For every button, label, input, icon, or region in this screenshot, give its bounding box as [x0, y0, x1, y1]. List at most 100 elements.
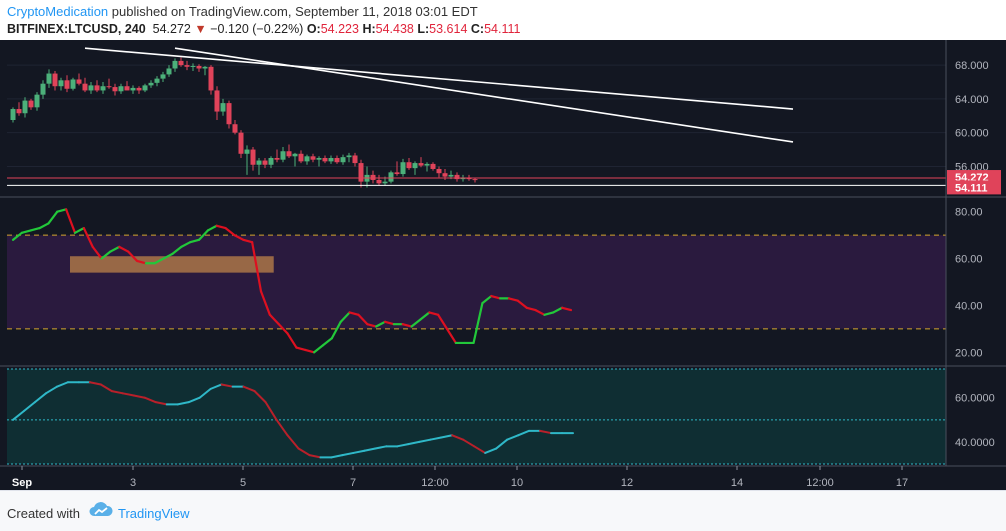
- rsi-segment: [180, 241, 192, 248]
- stoch-segment: [110, 390, 124, 395]
- candle-body: [436, 168, 442, 174]
- rsi-segment: [490, 294, 502, 300]
- rsi-segment: [259, 290, 271, 316]
- low-value: 53.614: [429, 22, 468, 36]
- chart-area[interactable]: 56.000 60.000 64.000 68.000 54.272 54.111 20.0…: [0, 40, 1006, 490]
- stoch-segment: [451, 434, 465, 441]
- stoch-segment: [22, 401, 36, 412]
- candle-body: [238, 132, 244, 154]
- price-tick-label: 68.000: [955, 60, 989, 72]
- stoch-segment: [143, 396, 157, 404]
- candle-body: [160, 74, 166, 79]
- rsi-segment: [224, 227, 236, 237]
- stoch-segment: [88, 381, 102, 386]
- rsi-segment: [251, 241, 263, 293]
- rsi-segment: [437, 313, 449, 330]
- rsi-band: [7, 235, 946, 329]
- candle-body: [406, 162, 412, 169]
- stoch-segment: [242, 385, 256, 393]
- candle-body: [370, 174, 376, 180]
- candle-body: [298, 153, 304, 162]
- candle-body: [52, 73, 58, 87]
- candle-body: [130, 87, 136, 91]
- rsi-segment: [215, 224, 227, 230]
- rsi-segment: [47, 210, 59, 225]
- candle-body: [286, 151, 292, 157]
- time-tick-label: 7: [350, 477, 356, 489]
- rsi-segment: [127, 250, 139, 263]
- candle-body: [166, 68, 172, 75]
- candle-body: [280, 151, 286, 160]
- stoch-segment: [154, 401, 168, 406]
- candle-body: [322, 158, 328, 162]
- rsi-segment: [375, 320, 387, 328]
- stoch-segment: [187, 396, 201, 404]
- candle-body: [214, 90, 220, 112]
- candle-body: [202, 66, 208, 69]
- open-label: O:: [306, 22, 321, 36]
- stoch-segment: [407, 440, 421, 446]
- stoch-segment: [352, 449, 366, 454]
- candle-body: [100, 86, 106, 91]
- rsi-segment: [304, 348, 316, 354]
- author-link[interactable]: CryptoMedication: [7, 4, 109, 19]
- candle-body: [472, 179, 478, 181]
- candle-body: [382, 181, 388, 184]
- candle-body: [76, 79, 82, 84]
- candle-body: [28, 100, 34, 108]
- open-value: 54.223: [320, 22, 359, 36]
- rsi-segment: [82, 227, 94, 248]
- time-tick-label: 12:00: [421, 477, 449, 489]
- time-tick-label: 12:00: [806, 477, 834, 489]
- price-label-box: [947, 180, 1001, 195]
- rsi-segment: [401, 323, 413, 328]
- time-tick-label: Sep: [12, 477, 32, 489]
- candle-body: [142, 85, 148, 91]
- tradingview-link[interactable]: TradingView: [118, 506, 190, 521]
- chart-svg[interactable]: 56.00060.00064.00068.00054.27254.11120.0…: [0, 40, 1006, 490]
- rsi-segment: [206, 224, 218, 232]
- candle-body: [424, 163, 430, 166]
- candle-body: [376, 179, 382, 184]
- candle-body: [292, 153, 298, 157]
- candle-body: [190, 65, 196, 67]
- stoch-segment: [429, 436, 443, 441]
- stoch-tick-label: 60.0000: [955, 393, 995, 405]
- candle-body: [418, 163, 424, 166]
- close-value: 54.111: [484, 22, 521, 36]
- candle-body: [430, 163, 436, 169]
- time-tick-label: 12: [621, 477, 633, 489]
- stoch-segment: [55, 381, 69, 388]
- stoch-segment: [539, 429, 553, 435]
- candle-body: [244, 149, 250, 154]
- stoch-segment: [286, 434, 300, 450]
- stoch-segment: [253, 390, 267, 404]
- rsi-segment: [109, 245, 121, 253]
- stoch-segment: [440, 434, 454, 439]
- stoch-segment: [462, 438, 476, 448]
- stoch-segment: [418, 438, 432, 443]
- candle-body: [256, 160, 262, 165]
- candle-body: [46, 73, 52, 84]
- candle-body: [340, 157, 346, 163]
- rsi-segment: [525, 306, 537, 312]
- rsi-segment: [286, 332, 298, 349]
- stoch-tick-label: 40.0000: [955, 437, 995, 449]
- rsi-segment: [339, 311, 351, 323]
- trendline: [84, 47, 794, 110]
- time-tick-label: 5: [240, 477, 246, 489]
- stoch-segment: [99, 383, 113, 393]
- candle-body: [388, 172, 394, 182]
- stoch-segment: [308, 454, 322, 459]
- stoch-segment: [264, 401, 278, 421]
- created-with-text: Created with: [7, 506, 80, 521]
- candle-body: [334, 158, 340, 163]
- stoch-segment: [495, 438, 509, 450]
- rsi-segment: [357, 313, 369, 326]
- rsi-segment: [20, 229, 32, 234]
- symbol-label: BITFINEX:LTCUSD: [7, 22, 118, 36]
- stoch-segment: [484, 447, 498, 454]
- time-tick-label: 10: [511, 477, 523, 489]
- ohlc-line: BITFINEX:LTCUSD, 240 54.272 ▼ −0.120 (−0…: [7, 22, 520, 36]
- candle-body: [178, 60, 184, 66]
